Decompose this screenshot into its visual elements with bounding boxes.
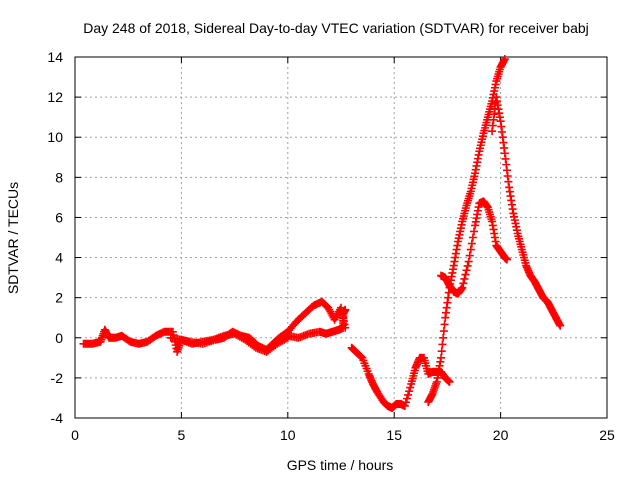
x-tick-label: 5 xyxy=(178,427,186,443)
y-tick-label: 6 xyxy=(55,209,63,225)
x-tick-label: 20 xyxy=(493,427,509,443)
data-point xyxy=(468,233,477,242)
y-tick-label: 10 xyxy=(47,129,63,145)
y-axis-label: SDTVAR / TECUs xyxy=(5,182,21,294)
y-tick-label: 0 xyxy=(55,330,63,346)
y-tick-label: -2 xyxy=(51,370,64,386)
x-tick-label: 0 xyxy=(71,427,79,443)
data-point xyxy=(502,255,511,264)
axis-ticks: 0 5 10 15 20 25 -4 -2 0 2 4 6 8 10 12 14 xyxy=(47,49,615,443)
data-point xyxy=(404,390,413,399)
data-point xyxy=(459,279,468,288)
data-point xyxy=(470,227,478,236)
data-points xyxy=(79,55,565,412)
data-point xyxy=(465,251,474,260)
data-point xyxy=(401,398,410,407)
data-point xyxy=(458,283,467,292)
data-point xyxy=(445,377,454,386)
chart-title: Day 248 of 2018, Sidereal Day-to-day VTE… xyxy=(83,20,589,36)
data-point xyxy=(466,245,475,254)
data-point xyxy=(460,274,469,283)
data-point xyxy=(283,333,292,342)
data-point xyxy=(462,266,471,275)
data-point xyxy=(556,321,565,330)
data-point xyxy=(439,333,448,342)
y-tick-label: 12 xyxy=(47,89,63,105)
data-point xyxy=(440,320,449,329)
x-axis-label: GPS time / hours xyxy=(287,457,394,473)
data-point xyxy=(461,270,470,279)
x-tick-label: 10 xyxy=(280,427,296,443)
data-point xyxy=(439,327,448,336)
x-tick-label: 15 xyxy=(386,427,402,443)
data-point xyxy=(282,334,291,343)
data-point xyxy=(500,55,509,64)
x-tick-label: 25 xyxy=(599,427,615,443)
grid xyxy=(75,57,607,418)
y-tick-label: 2 xyxy=(55,290,63,306)
y-tick-label: -4 xyxy=(51,410,64,426)
data-point xyxy=(341,305,350,314)
data-point xyxy=(437,347,446,356)
data-point xyxy=(437,353,446,362)
data-point xyxy=(402,394,411,403)
plot-frame xyxy=(74,56,608,419)
data-point xyxy=(438,340,447,349)
data-point xyxy=(464,257,473,266)
data-point xyxy=(463,261,472,270)
y-tick-label: 4 xyxy=(55,250,63,266)
y-tick-label: 8 xyxy=(55,169,63,185)
data-point xyxy=(406,383,415,392)
data-point xyxy=(400,401,409,410)
data-point xyxy=(467,239,476,248)
data-point xyxy=(405,387,414,396)
y-tick-label: 14 xyxy=(47,49,63,65)
